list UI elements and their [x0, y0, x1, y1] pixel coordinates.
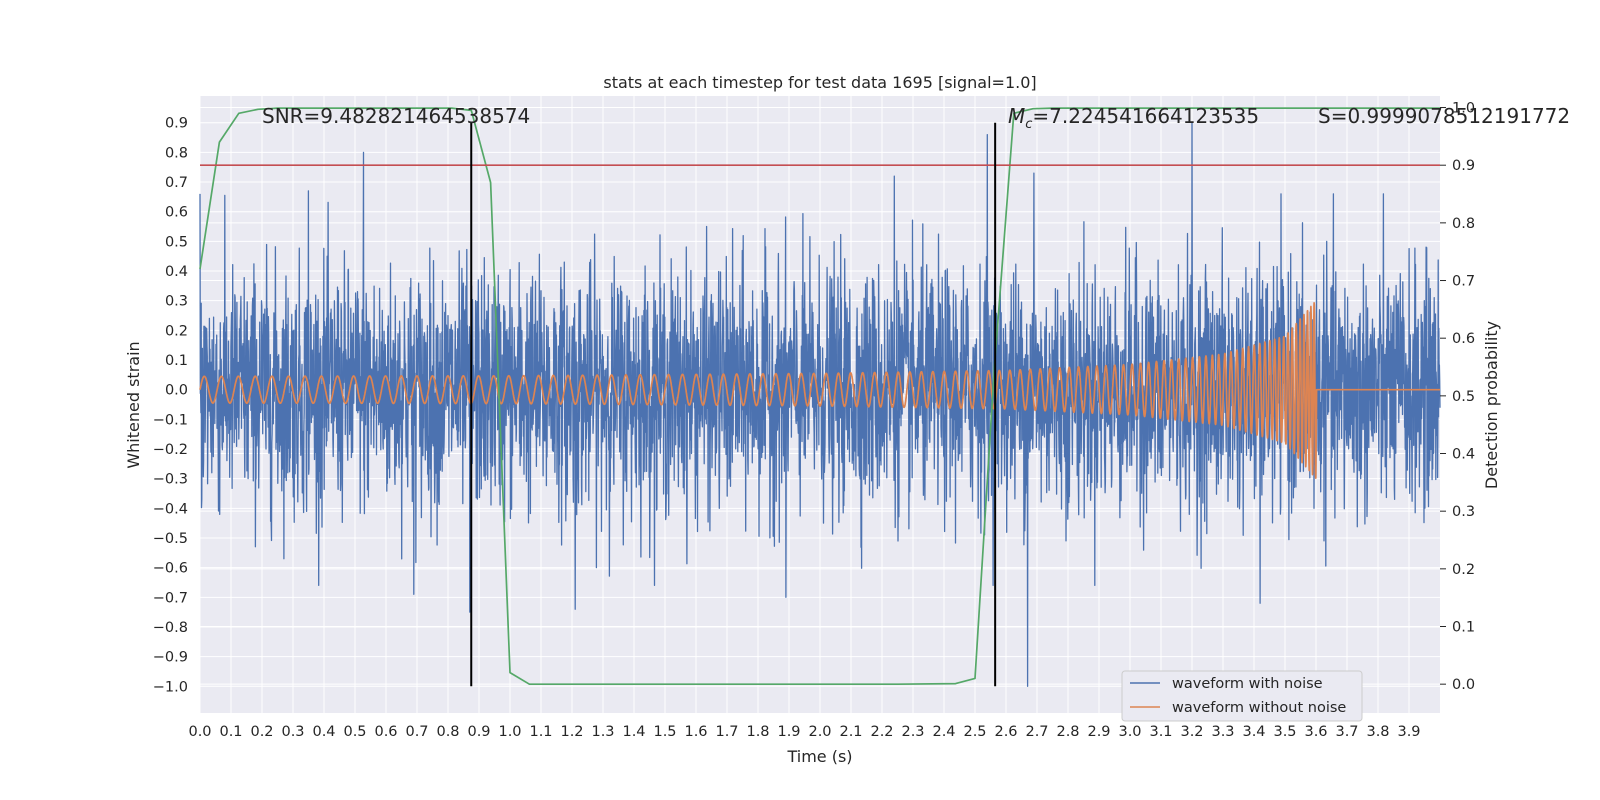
legend-box	[1121, 670, 1363, 722]
series-layer	[199, 122, 1441, 687]
y-tick-label: 0.3	[165, 294, 188, 310]
y-tick-label: 0.4	[165, 264, 188, 280]
x-tick-label: 2.3	[901, 724, 924, 740]
x-tick-label: 3.8	[1366, 724, 1389, 740]
y-tick-label: 0.1	[165, 353, 188, 369]
y-tick-label: −0.1	[153, 412, 188, 428]
series-line-waveform-with-noise	[199, 122, 1441, 687]
y-tick-label: −0.3	[153, 472, 188, 488]
x-tick-label: 2.5	[963, 724, 986, 740]
x-axis-label: Time (s)	[786, 747, 852, 766]
y2-tick-label: 0.3	[1452, 504, 1475, 520]
y-tick-label: −1.0	[153, 679, 188, 695]
x-tick-labels: 0.0 0.1 0.2 0.3 0.4 0.5 0.6 0.7 0.8 0.9 1.0 1.1 1.2 1…	[188, 724, 1420, 740]
x-tick-label: 1.2	[560, 724, 583, 740]
chirp-mass-annotation: Mc=7.224541664123535	[1008, 104, 1259, 132]
x-tick-label: 3.9	[1397, 724, 1420, 740]
x-tick-label: 3.0	[1118, 724, 1141, 740]
x-tick-label: 1.7	[715, 724, 738, 740]
y2-tick-label: 0.6	[1452, 331, 1475, 347]
x-tick-label: 0.6	[374, 724, 397, 740]
y-tick-label: −0.2	[153, 442, 188, 458]
x-tick-label: 3.3	[1211, 724, 1234, 740]
x-tick-label: 1.4	[622, 724, 645, 740]
x-tick-label: 2.4	[932, 724, 955, 740]
y-tick-label: 0.0	[165, 383, 188, 399]
y2-tick-label: 0.1	[1452, 620, 1475, 636]
series-line-waveform-without-noise	[199, 301, 1440, 479]
y-tick-label: 0.9	[165, 116, 188, 132]
x-tick-label: 2.7	[1025, 724, 1048, 740]
x-tick-label: 0.3	[281, 724, 304, 740]
x-tick-label: 3.7	[1335, 724, 1358, 740]
x-tick-label: 1.3	[591, 724, 614, 740]
x-tick-label: 2.9	[1087, 724, 1110, 740]
y-tick-label: 0.7	[165, 175, 188, 191]
x-tick-label: 1.5	[653, 724, 676, 740]
y-tick-label: −0.9	[153, 650, 188, 666]
overlay-layer	[199, 107, 1440, 687]
chirp-mass-symbol: M	[1008, 104, 1025, 128]
x-tick-label: 2.1	[839, 724, 862, 740]
y-axis-label: Whitened strain	[124, 341, 143, 468]
x-tick-label: 0.9	[467, 724, 490, 740]
x-tick-label: 0.7	[405, 724, 428, 740]
x-tick-label: 1.1	[529, 724, 552, 740]
x-tick-label: 0.2	[250, 724, 273, 740]
y-tick-label: −0.5	[153, 531, 188, 547]
y2-tick-label: 1.0	[1452, 101, 1475, 117]
y2-tick-label: 0.2	[1452, 562, 1475, 578]
y2-tick-label: 0.9	[1452, 158, 1475, 174]
x-tick-label: 2.6	[994, 724, 1017, 740]
y-tick-label: 0.6	[165, 205, 188, 221]
s-annotation: S=0.9999078512191772	[1318, 104, 1570, 128]
x-tick-label: 2.2	[870, 724, 893, 740]
x-tick-label: 0.8	[436, 724, 459, 740]
y-tick-label: 0.8	[165, 145, 188, 161]
y2-tick-label: 0.8	[1452, 216, 1475, 232]
y-tick-label: −0.8	[153, 620, 188, 636]
x-tick-label: 1.0	[498, 724, 521, 740]
series-line-detection-probability	[199, 107, 1440, 686]
y2-tick-label: 0.0	[1452, 677, 1475, 693]
y-tick-label: −0.6	[153, 561, 188, 577]
y2-tick-label: 0.5	[1452, 389, 1475, 405]
y-tick-label: 0.5	[165, 234, 188, 250]
x-tick-label: 3.2	[1180, 724, 1203, 740]
x-tick-label: 3.5	[1273, 724, 1296, 740]
x-tick-label: 2.0	[808, 724, 831, 740]
x-tick-label: 1.6	[684, 724, 707, 740]
snr-annotation: SNR=9.482821464538574	[262, 104, 530, 128]
x-tick-label: 1.9	[777, 724, 800, 740]
x-tick-label: 1.8	[746, 724, 769, 740]
chirp-mass-subscript: c	[1025, 117, 1032, 132]
x-tick-label: 3.4	[1242, 724, 1265, 740]
chirp-mass-value: =7.224541664123535	[1032, 104, 1259, 128]
legend: waveform with noise waveform without noi…	[1121, 670, 1363, 722]
x-tick-label: 0.1	[219, 724, 242, 740]
legend-label-clean: waveform without noise	[1172, 700, 1346, 716]
y2-tick-label: 0.7	[1452, 274, 1475, 290]
legend-label-noise: waveform with noise	[1172, 676, 1323, 692]
x-tick-label: 3.1	[1149, 724, 1172, 740]
y2-axis-label: Detection probability	[1482, 321, 1501, 489]
y-tick-labels: 0.9 0.8 0.7 0.6 0.5 0.4 0.3 0.2 0.1 0.0 −0.1 −0.2 −0…	[153, 116, 188, 696]
x-tick-label: 0.5	[343, 724, 366, 740]
y-tick-label: −0.4	[153, 501, 188, 517]
y-tick-label: 0.2	[165, 323, 188, 339]
x-tick-label: 0.4	[312, 724, 335, 740]
y2-tick-label: 0.4	[1452, 447, 1475, 463]
x-tick-label: 0.0	[188, 724, 211, 740]
y-tick-label: −0.7	[153, 590, 188, 606]
y2-tick-labels: 1.0 0.9 0.8 0.7 0.6 0.5 0.4 0.3 0.2 0.1 0.0	[1440, 101, 1475, 693]
x-tick-label: 3.6	[1304, 724, 1327, 740]
chart-title: stats at each timestep for test data 169…	[603, 73, 1036, 92]
x-tick-label: 2.8	[1056, 724, 1079, 740]
